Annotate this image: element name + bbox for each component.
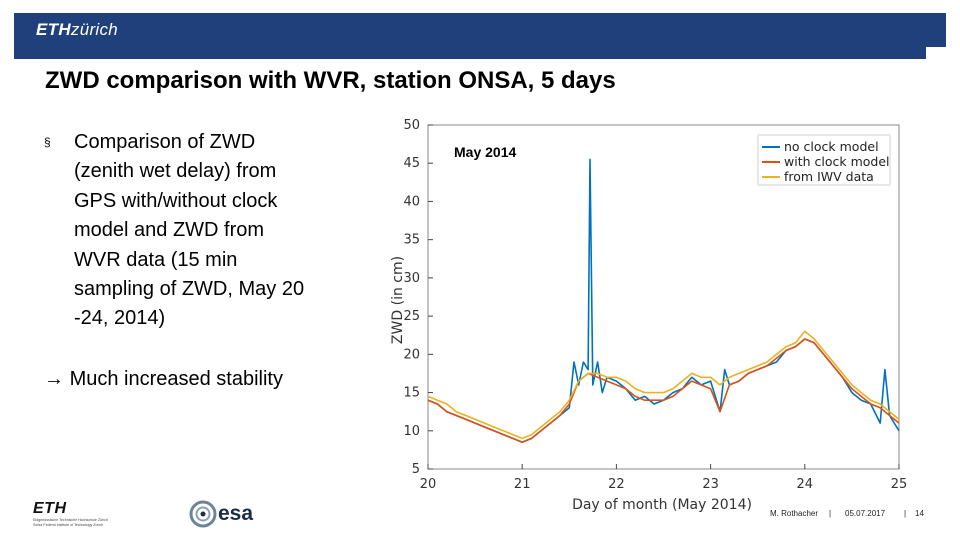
bullet-line: -24, 2014) xyxy=(74,307,166,330)
arrow-right-icon: → xyxy=(44,368,64,390)
y-tick-label: 10 xyxy=(403,424,420,439)
chart-title: May 2014 xyxy=(454,144,516,160)
header-notch xyxy=(926,47,946,59)
esa-globe-icon xyxy=(189,500,217,528)
footer-author: M. Rothacher xyxy=(770,509,819,518)
bullet-marker-icon: § xyxy=(44,135,51,149)
header-bar: ETHzürich xyxy=(14,13,946,59)
eth-logo-line: Eidgenössische Technische Hochschule Zür… xyxy=(33,518,108,522)
series-line xyxy=(427,338,900,444)
bullet-line: Comparison of ZWD xyxy=(74,131,256,153)
brand-italic: zürich xyxy=(70,20,119,39)
brand-bold: ETH xyxy=(36,20,71,39)
x-tick-label: 25 xyxy=(891,477,908,492)
chart-lines xyxy=(427,158,900,444)
y-tick-label: 15 xyxy=(403,386,420,401)
legend-label: from IWV data xyxy=(784,169,874,184)
bullet-line: WVR data (15 min xyxy=(74,248,238,271)
y-tick-label: 35 xyxy=(403,233,420,248)
y-tick-label: 5 xyxy=(412,462,420,477)
x-tick-label: 22 xyxy=(608,477,625,492)
y-tick-label: 30 xyxy=(403,271,420,286)
chart-axes: 20 21 22 23 24 25 5 10 15 20 25 30 35 40 45 50 xyxy=(403,118,907,492)
zwd-line-chart: 20 21 22 23 24 25 5 10 15 20 25 30 35 40 45 50 May 2014… xyxy=(390,118,907,513)
eth-logo-line: Swiss Federal Institute of Technology Zu… xyxy=(33,522,104,527)
x-tick-label: 20 xyxy=(420,477,437,492)
bullet-text: Comparison of ZWD (zenith wet delay) fro… xyxy=(74,128,364,334)
eth-logo-word: ETH xyxy=(33,500,67,517)
legend-label: with clock model xyxy=(784,154,890,169)
bullet-line: GPS with/without clock xyxy=(74,189,278,212)
conclusion-text: Much increased stability xyxy=(69,368,283,390)
eth-footer-logo: ETH Eidgenössische Technische Hochschule… xyxy=(33,500,108,527)
esa-logo: esa xyxy=(188,498,268,530)
x-tick-label: 23 xyxy=(702,477,719,492)
footer-separator: | xyxy=(904,509,907,518)
eth-zurich-logo[interactable]: ETHzürich xyxy=(36,20,118,40)
footer-separator: | xyxy=(829,509,832,518)
bullet-line: sampling of ZWD, May 20 xyxy=(74,278,305,301)
y-axis-label: ZWD (in cm) xyxy=(390,256,406,344)
y-tick-label: 50 xyxy=(403,118,420,133)
esa-logo-word: esa xyxy=(218,502,254,525)
footer-date: 05.07.2017 xyxy=(845,509,886,518)
bullet-line: (zenith wet delay) from xyxy=(74,160,277,183)
y-tick-label: 45 xyxy=(403,156,420,171)
x-axis-label: Day of month (May 2014) xyxy=(572,497,752,513)
x-tick-label: 24 xyxy=(797,477,814,492)
conclusion: → Much increased stability xyxy=(44,368,283,391)
y-tick-label: 40 xyxy=(403,194,420,209)
y-tick-label: 25 xyxy=(403,309,420,324)
series-line xyxy=(427,330,900,440)
legend-label: no clock model xyxy=(784,139,879,154)
y-tick-label: 20 xyxy=(403,347,420,362)
bullet-line: model and ZWD from xyxy=(74,219,265,242)
slide-title: ZWD comparison with WVR, station ONSA, 5… xyxy=(45,67,616,94)
x-tick-label: 21 xyxy=(514,477,531,492)
footer-page-number: 14 xyxy=(915,509,924,518)
